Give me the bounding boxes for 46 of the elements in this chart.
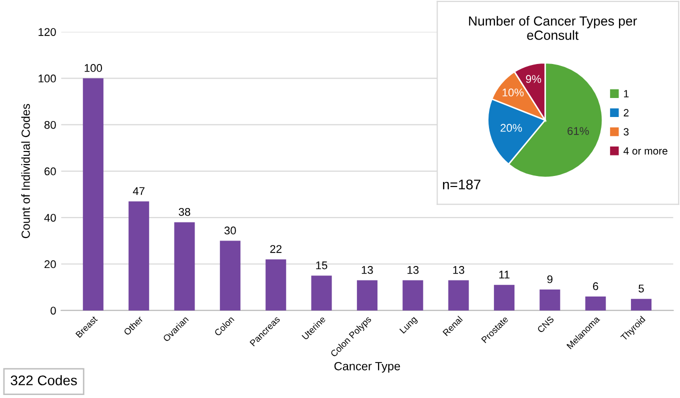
bar [174,222,195,310]
legend-label: 2 [624,109,629,116]
bar [311,276,332,310]
y-tick-label: 60 [44,167,56,176]
data-label: 22 [270,245,282,253]
data-label: 30 [224,226,236,234]
data-label: 10% [502,88,524,96]
bar [494,284,514,310]
data-label: 100 [84,64,102,72]
data-label: 5 [638,284,644,292]
y-tick-label: 120 [38,28,56,36]
data-label: 6 [593,282,598,290]
data-label: 38 [178,208,190,216]
legend-label: 3 [624,128,629,136]
text: 322 Codes [10,375,77,386]
chart-title: Number of Cancer Types per eConsult [469,16,637,40]
data-label: 13 [362,266,373,274]
bar [220,240,240,310]
y-tick-label: 100 [38,74,56,82]
data-label: 9 [547,275,552,284]
annotation: n=187 [442,180,480,190]
bar [402,280,424,310]
legend-label: 4 or more [624,147,668,155]
y-tick-label: 20 [44,260,56,268]
data-label: 9% [526,75,542,83]
data-label: 20% [500,124,522,132]
bar [448,280,469,310]
data-label: 47 [132,187,144,195]
bar [82,78,104,310]
legend-label: 1 [624,90,629,98]
bar [540,290,560,310]
y-tick-label: 80 [44,120,56,129]
data-label: 15 [316,262,328,270]
data-label: 11 [499,270,510,278]
y-tick-label: 40 [44,214,56,222]
bar [585,296,606,310]
x-axis-title: Cancer Type [334,362,400,373]
y-axis-title: Count of Individual Codes [21,104,30,238]
bar [266,259,286,310]
bar [356,280,378,310]
bar [128,201,150,310]
data-label: 13 [408,266,419,274]
y-tick-label: 0 [50,306,56,315]
data-label: 61% [568,127,589,135]
bar [630,298,652,310]
data-label: 13 [453,266,464,274]
